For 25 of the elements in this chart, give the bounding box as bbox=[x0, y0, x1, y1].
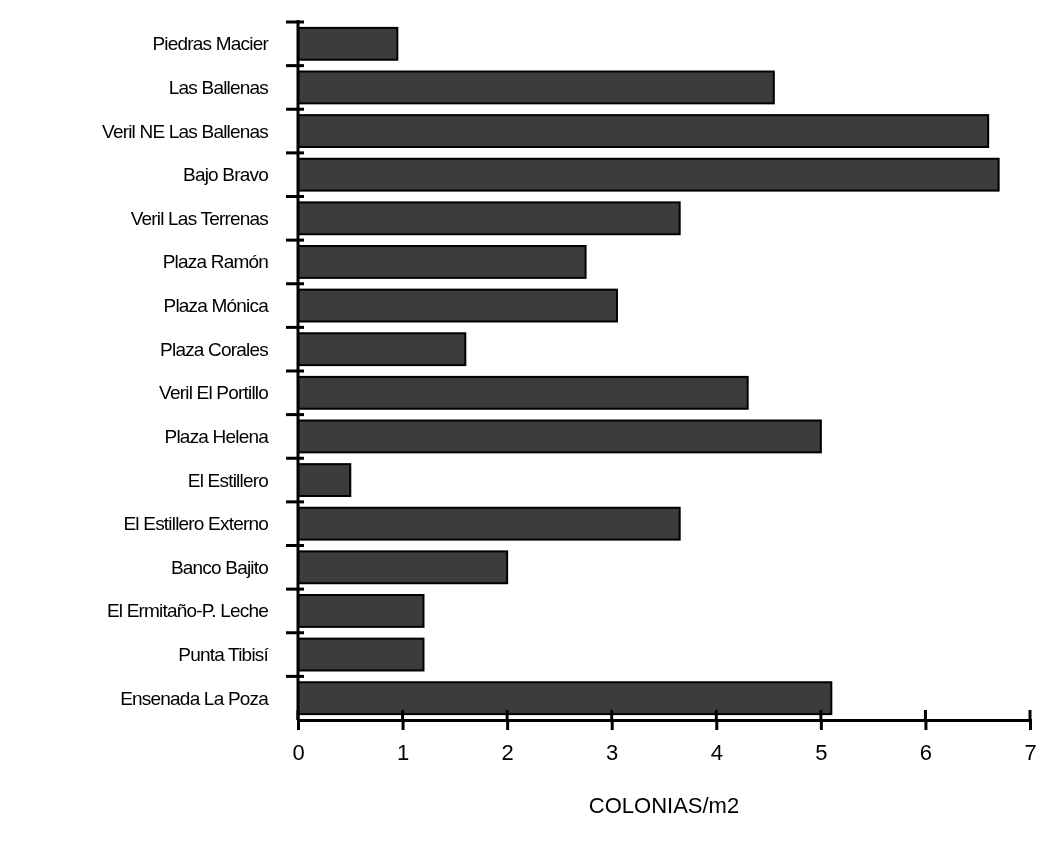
y-tick-label: Veril Las Terrenas bbox=[130, 207, 269, 229]
y-tick-label: Plaza Corales bbox=[160, 338, 269, 360]
y-tick-label: Punta Tibisí bbox=[178, 644, 270, 666]
x-tick-label: 4 bbox=[710, 739, 723, 765]
x-tick-label: 7 bbox=[1024, 739, 1037, 765]
y-tick-label: Las Ballenas bbox=[168, 76, 269, 98]
y-tick-label: Ensenada La Poza bbox=[120, 687, 270, 709]
y-tick-label: Banco Bajito bbox=[170, 556, 269, 578]
x-axis-title: COLONIAS/m2 bbox=[588, 793, 740, 818]
x-tick-label: 2 bbox=[501, 739, 514, 765]
y-tick-label: Veril El Portillo bbox=[159, 382, 269, 404]
x-tick-label: 6 bbox=[919, 739, 933, 765]
y-tick-label: El Ermitaño-P. Leche bbox=[106, 600, 269, 622]
x-tick-label: 3 bbox=[606, 739, 619, 765]
y-tick-label: Plaza Helena bbox=[164, 425, 270, 447]
y-tick-label: Piedras Macier bbox=[152, 33, 270, 55]
x-tick-label: 0 bbox=[292, 739, 305, 765]
y-tick-label: Plaza Ramón bbox=[162, 251, 269, 273]
x-tick-label: 1 bbox=[396, 739, 410, 765]
y-tick-label: El Estillero bbox=[187, 469, 269, 491]
y-tick-label: Veril NE Las Ballenas bbox=[102, 120, 269, 142]
y-tick-label: Plaza Mónica bbox=[163, 295, 270, 317]
x-tick-label: 5 bbox=[815, 739, 828, 765]
y-tick-label: El Estillero Externo bbox=[123, 513, 269, 535]
y-tick-label: Bajo Bravo bbox=[183, 164, 269, 186]
